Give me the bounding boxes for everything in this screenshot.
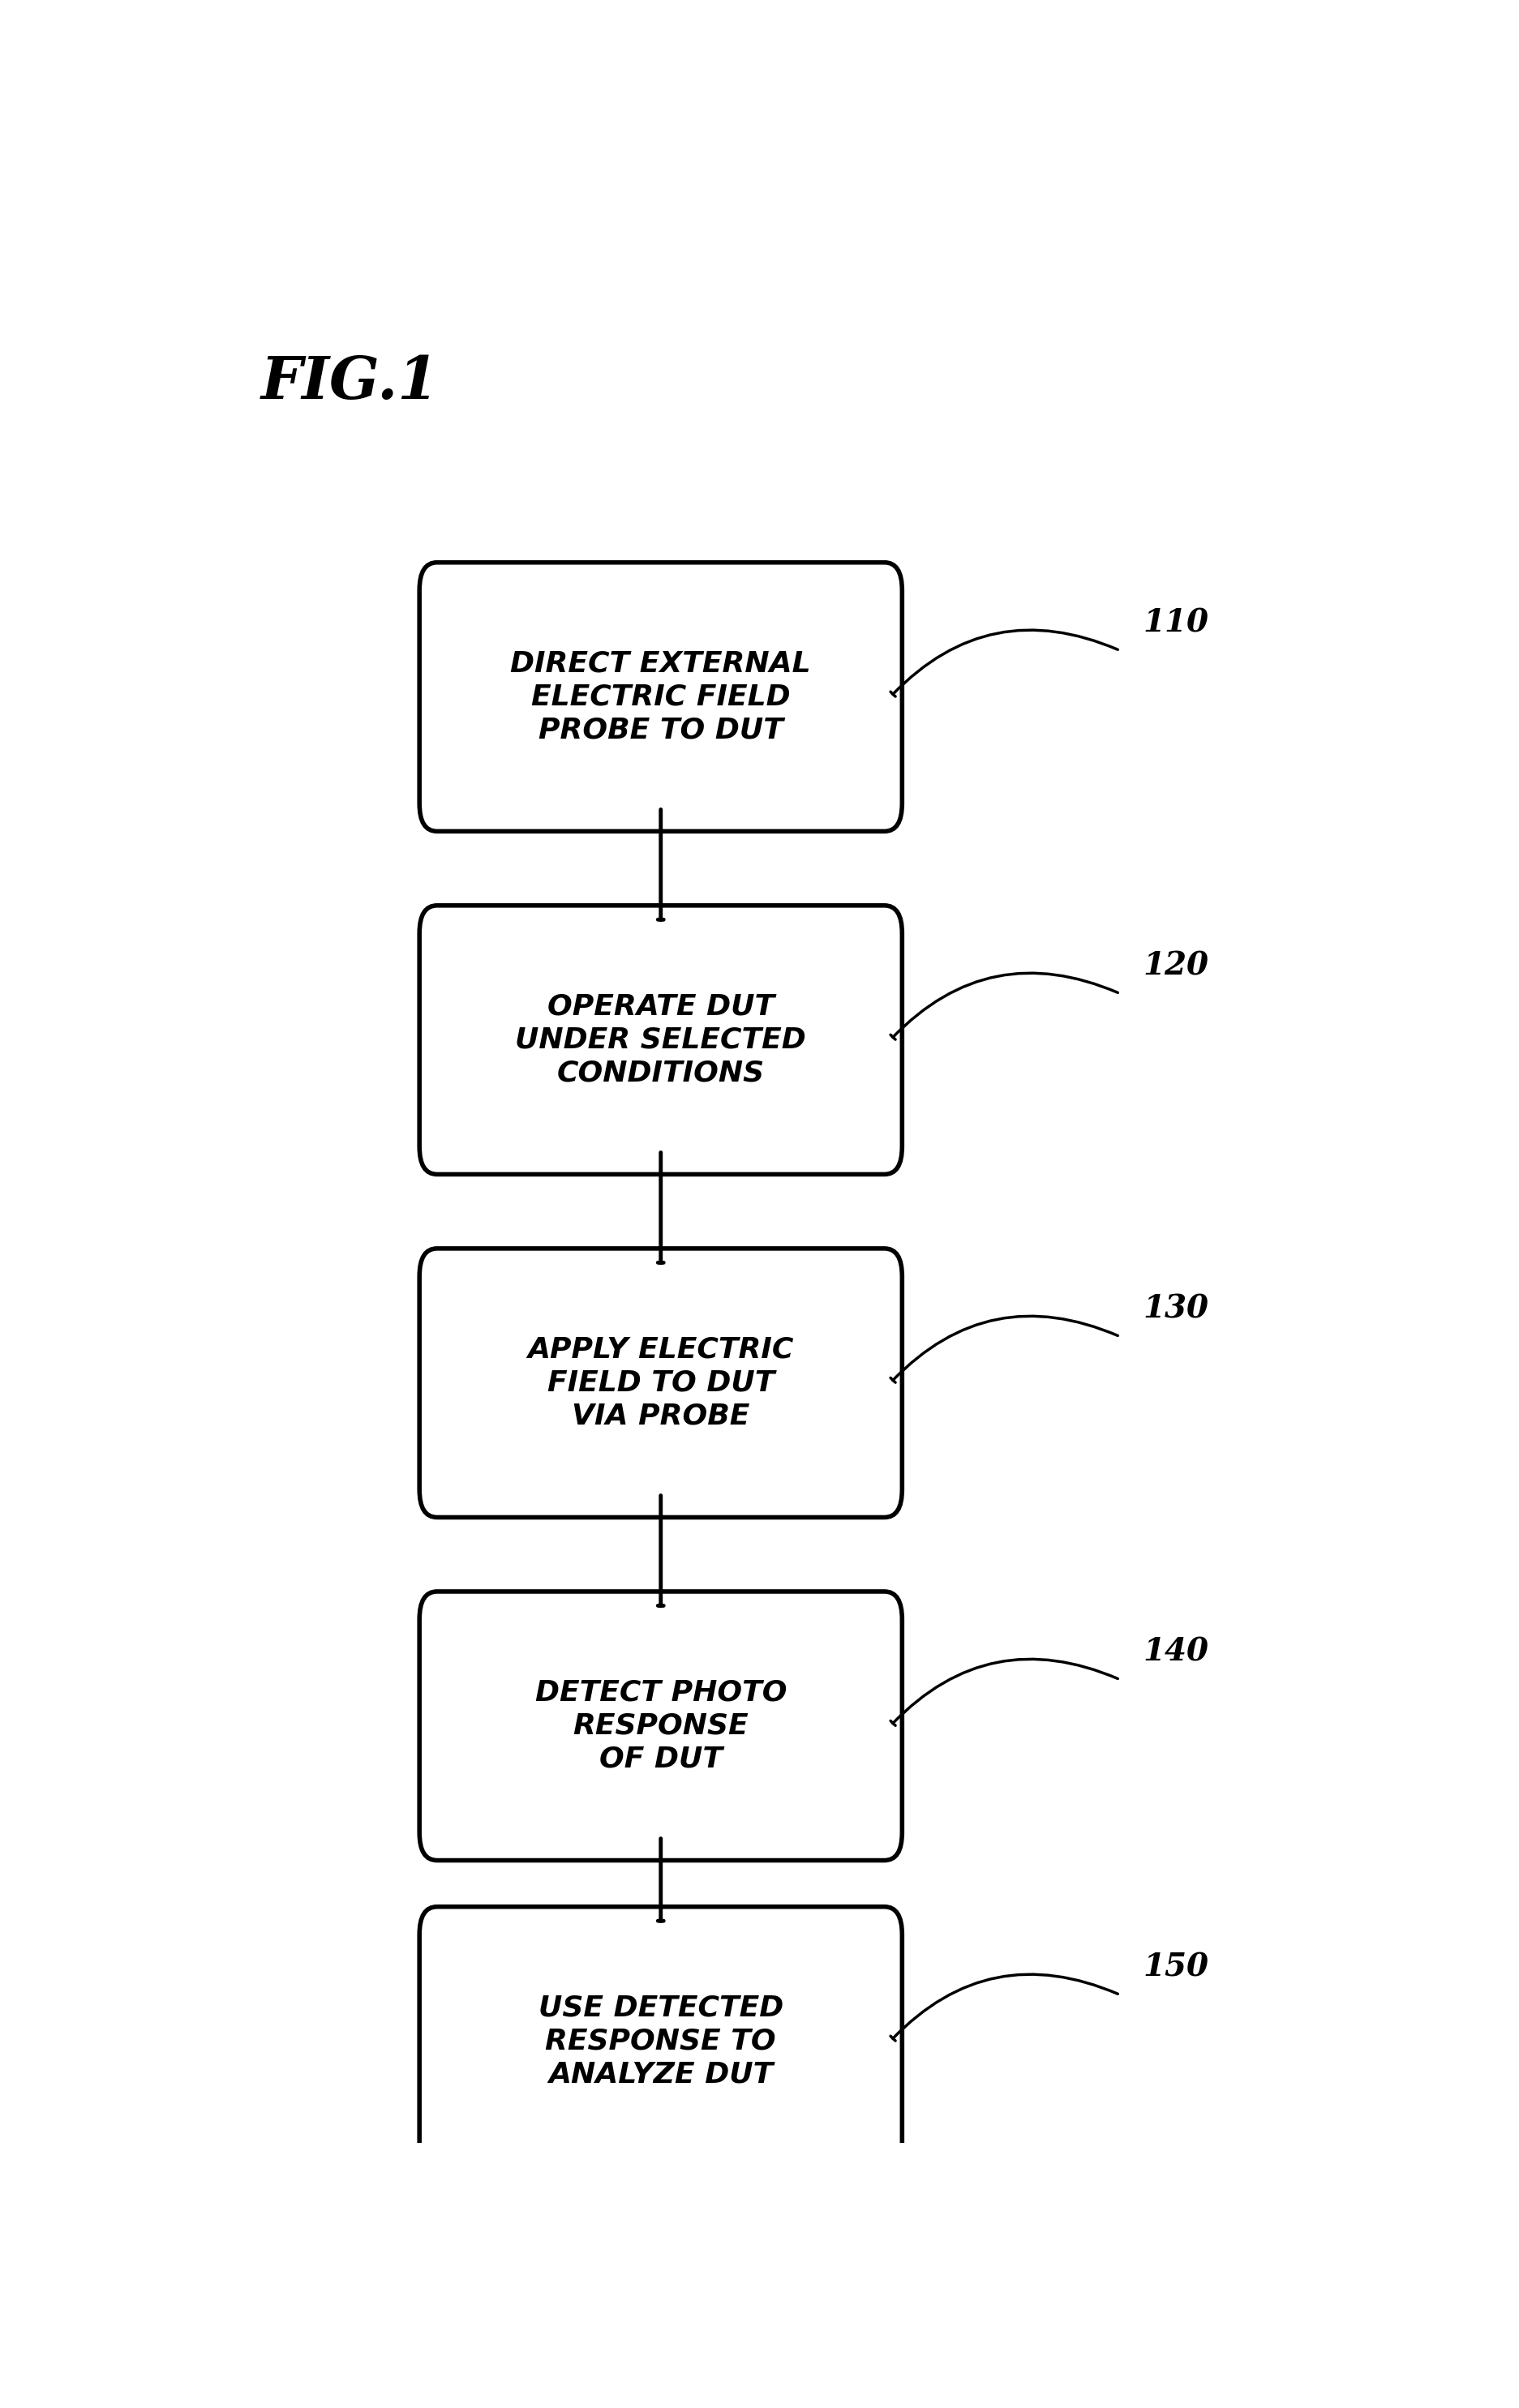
FancyBboxPatch shape (419, 1592, 902, 1861)
Text: DIRECT EXTERNAL
ELECTRIC FIELD
PROBE TO DUT: DIRECT EXTERNAL ELECTRIC FIELD PROBE TO … (510, 650, 811, 744)
Text: DETECT PHOTO
RESPONSE
OF DUT: DETECT PHOTO RESPONSE OF DUT (535, 1678, 787, 1772)
Text: USE DETECTED
RESPONSE TO
ANALYZE DUT: USE DETECTED RESPONSE TO ANALYZE DUT (538, 1994, 784, 2088)
Text: 130: 130 (1144, 1293, 1209, 1324)
Text: 110: 110 (1144, 607, 1209, 638)
Text: OPERATE DUT
UNDER SELECTED
CONDITIONS: OPERATE DUT UNDER SELECTED CONDITIONS (515, 992, 807, 1086)
FancyBboxPatch shape (419, 905, 902, 1175)
FancyBboxPatch shape (419, 1907, 902, 2174)
Text: APPLY ELECTRIC
FIELD TO DUT
VIA PROBE: APPLY ELECTRIC FIELD TO DUT VIA PROBE (527, 1336, 794, 1430)
Text: 120: 120 (1144, 951, 1209, 980)
Text: 150: 150 (1144, 1950, 1209, 1982)
Text: 140: 140 (1144, 1637, 1209, 1666)
FancyBboxPatch shape (419, 1247, 902, 1517)
Text: FIG.1: FIG.1 (261, 354, 439, 412)
FancyBboxPatch shape (419, 563, 902, 831)
